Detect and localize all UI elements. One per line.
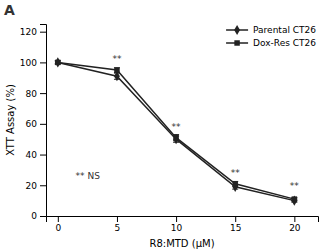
- legend-marker: [234, 40, 239, 45]
- line: [58, 62, 295, 200]
- tick-label: 40: [26, 150, 38, 160]
- tick-mark: [40, 216, 46, 217]
- axis-line: [40, 25, 47, 217]
- error-bar: [232, 181, 238, 186]
- data-area: [55, 57, 298, 205]
- tick-label: 120: [20, 27, 37, 37]
- line: [58, 62, 295, 199]
- tick: 20: [289, 216, 301, 233]
- annotation: **: [172, 122, 182, 132]
- tick-mark: [40, 32, 46, 33]
- legend: Parental CT26 Dox-Res CT26: [226, 25, 316, 48]
- point: [291, 196, 297, 206]
- tick-mark: [40, 62, 46, 63]
- tick-mark: [58, 216, 59, 222]
- tick: 5: [115, 216, 121, 233]
- tick-label: 20: [289, 223, 301, 233]
- annotation: ** NS: [76, 171, 101, 181]
- point: [232, 182, 238, 192]
- tick: 0: [31, 211, 46, 221]
- tick-mark: [176, 216, 177, 222]
- tick: 100: [20, 58, 46, 68]
- tick-mark: [294, 216, 295, 222]
- annotation: **: [112, 54, 122, 64]
- tick-mark: [117, 216, 118, 222]
- tick: 10: [171, 216, 183, 233]
- legend-marker: [234, 25, 240, 35]
- point: [55, 57, 61, 67]
- panel-label: A: [4, 2, 15, 18]
- tick-mark: [40, 124, 46, 125]
- point: [232, 181, 237, 186]
- series: [55, 60, 298, 202]
- error-bar: [173, 135, 179, 141]
- tick: 80: [26, 89, 46, 99]
- point: [55, 60, 60, 65]
- tick: 15: [230, 216, 241, 233]
- tick-mark: [235, 216, 236, 222]
- tick: 40: [26, 150, 46, 160]
- point: [173, 134, 179, 144]
- tick-mark: [40, 93, 46, 94]
- point: [173, 135, 178, 140]
- y-axis-title: XTT Assay (%): [5, 84, 16, 156]
- series: [55, 57, 298, 205]
- annotation: **: [290, 181, 300, 191]
- plot: 0 5 10 15 20 0 20 40 60 80 100 120 ** ** ** ** ** NS Pare…: [20, 25, 319, 234]
- tick-mark: [40, 155, 46, 156]
- tick-label: 100: [20, 58, 37, 68]
- tick: 60: [26, 119, 46, 129]
- tick-label: 80: [26, 89, 38, 99]
- tick-label: 0: [55, 223, 61, 233]
- tick: 20: [26, 181, 46, 191]
- x-axis: 0 5 10 15 20: [47, 216, 319, 233]
- tick: 0: [55, 216, 61, 233]
- tick-label: 0: [31, 211, 37, 221]
- annotations: ** ** ** ** ** NS: [76, 54, 300, 191]
- x-axis-title: R8:MTD (μM): [149, 238, 214, 249]
- axis-line: [47, 217, 319, 223]
- y-axis: 0 20 40 60 80 100 120: [20, 25, 47, 222]
- legend-item: Parental CT26: [226, 25, 316, 36]
- tick-label: 60: [26, 119, 38, 129]
- legend-label: Parental CT26: [253, 25, 316, 35]
- tick-label: 10: [171, 223, 183, 233]
- annotation: **: [231, 168, 241, 178]
- tick-label: 20: [26, 181, 38, 191]
- chart: 0 5 10 15 20 0 20 40 60 80 100 120 ** ** ** ** ** NS Pare…: [0, 0, 328, 252]
- tick-label: 5: [115, 223, 121, 233]
- error-bar: [114, 68, 120, 73]
- tick-mark: [40, 185, 46, 186]
- point: [292, 196, 297, 201]
- tick-label: 15: [230, 223, 241, 233]
- tick: 120: [20, 27, 46, 37]
- legend-item: Dox-Res CT26: [226, 38, 316, 48]
- legend-label: Dox-Res CT26: [253, 38, 316, 48]
- point: [114, 67, 119, 72]
